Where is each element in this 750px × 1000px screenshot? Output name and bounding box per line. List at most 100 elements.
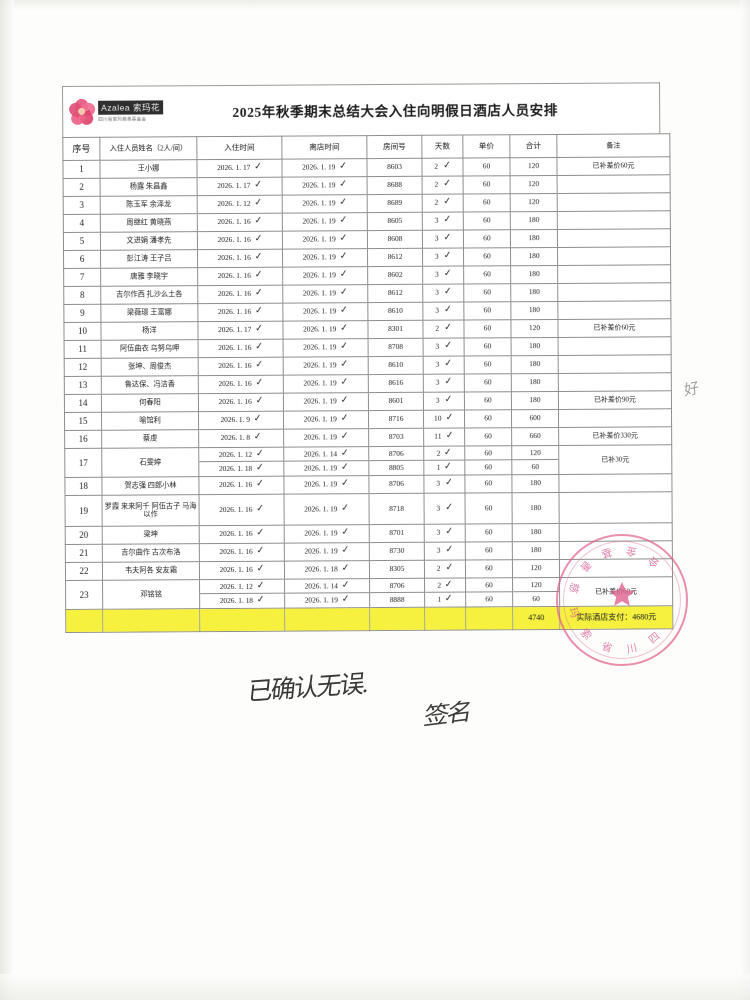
- row-total: 120: [513, 577, 560, 593]
- grand-total-row: 4740 实际酒店支付：4680元: [65, 605, 673, 633]
- row-total: 180: [510, 247, 558, 266]
- row-index: 19: [65, 495, 103, 527]
- checkmark-icon: ✓: [339, 413, 350, 425]
- row-total: 180: [511, 373, 559, 392]
- row-index: 6: [63, 250, 101, 269]
- row-checkout-date-group: 2026. 1. 14 ✓ 2026. 1. 19 ✓: [283, 446, 369, 477]
- row-total: 120: [509, 157, 558, 176]
- row-room-number: 8708: [368, 338, 424, 357]
- document-body: Azalea 索玛花 四川省索玛慈善基金会 2025年秋季期末总结大会入住向明假…: [62, 82, 674, 633]
- row-guest-names: 喻馆利: [101, 411, 199, 431]
- col-header-price: 单价: [462, 134, 510, 159]
- row-days: 11 ✓: [423, 428, 465, 447]
- row-guest-names: 王小娜: [99, 159, 198, 179]
- checkmark-icon: ✓: [252, 413, 263, 425]
- table-row: 23 邓铭铭 2026. 1. 12 ✓ 2026. 1. 18 ✓ 2026. 1. 14…: [65, 576, 673, 610]
- row-remark: [557, 192, 671, 212]
- row-remark: [557, 174, 671, 194]
- checkmark-icon: ✓: [339, 431, 350, 443]
- row-checkin-date: 2026. 1. 16 ✓: [197, 231, 283, 250]
- row-room-number-group: 8706 8805: [368, 446, 424, 476]
- row-index: 5: [63, 232, 101, 251]
- checkmark-icon: ✓: [444, 562, 455, 574]
- row-remark: [558, 372, 672, 392]
- row-days: 3 ✓: [424, 542, 466, 561]
- row-index: 2: [63, 178, 101, 197]
- row-guest-names: 贺志强 四郎小林: [101, 476, 199, 496]
- row-checkout-date: 2026. 1. 19 ✓: [283, 493, 370, 526]
- checkmark-icon: ✓: [340, 545, 351, 557]
- checkmark-icon: ✓: [443, 376, 454, 388]
- row-checkout-date-group: 2026. 1. 14 ✓ 2026. 1. 19 ✓: [284, 578, 370, 609]
- checkmark-icon: ✓: [253, 269, 264, 281]
- row-days: 2 ✓: [421, 158, 464, 177]
- row-room-number: 8706: [368, 475, 424, 494]
- row-remark: [558, 336, 672, 356]
- row-checkin-date: 2026. 1. 9 ✓: [198, 411, 284, 430]
- checkmark-icon: ✓: [253, 233, 264, 245]
- row-room-number: 8616: [368, 374, 424, 393]
- row-days: 3 ✓: [423, 392, 465, 411]
- total-row-spacer: [199, 608, 285, 632]
- checkmark-icon: ✓: [339, 461, 350, 473]
- row-unit-price: 60: [466, 578, 513, 593]
- row-total: 180: [510, 283, 558, 302]
- row-guest-names: 唐雅 李晓宇: [100, 267, 198, 287]
- checkmark-icon: ✓: [339, 323, 350, 335]
- row-unit-price: 60: [463, 265, 511, 285]
- row-remark: [558, 408, 672, 428]
- row-unit-price: 60: [464, 474, 512, 494]
- row-room-number: 8608: [367, 230, 423, 249]
- checkmark-icon: ✓: [338, 179, 349, 191]
- checkmark-icon: ✓: [442, 322, 453, 334]
- row-unit-price: 60: [463, 247, 511, 267]
- row-total: 120: [512, 445, 559, 461]
- row-days: 10 ✓: [423, 410, 465, 429]
- row-checkin-date: 2026. 1. 16 ✓: [197, 285, 283, 304]
- row-total: 180: [511, 474, 559, 493]
- row-checkout-date: 2026. 1. 19 ✓: [283, 428, 369, 448]
- row-days: 1 ✓: [437, 593, 455, 605]
- row-total: 120: [510, 193, 558, 212]
- row-guest-names: 杨洋: [100, 321, 199, 341]
- col-header-room: 房间号: [366, 135, 422, 159]
- row-index: 22: [65, 562, 103, 581]
- row-unit-price: 60: [464, 355, 512, 375]
- row-guest-names: 梁薇璟 王富娜: [100, 303, 198, 323]
- document-header: Azalea 索玛花 四川省索玛慈善基金会 2025年秋季期末总结大会入住向明假…: [62, 82, 661, 137]
- row-checkin-date: 2026. 1. 17 ✓: [197, 177, 283, 196]
- row-unit-price: 60: [463, 193, 511, 213]
- row-total: 180: [511, 355, 559, 374]
- checkmark-icon: ✓: [443, 501, 454, 514]
- checkmark-icon: ✓: [252, 431, 263, 443]
- row-room-number: 8612: [367, 248, 423, 267]
- row-room-number: 8706: [370, 578, 425, 594]
- row-remark: 已补差价90元: [558, 390, 672, 410]
- checkmark-icon: ✓: [338, 215, 349, 227]
- row-checkin-date: 2026. 1. 16 ✓: [199, 561, 285, 580]
- row-days: 3 ✓: [422, 230, 464, 249]
- checkmark-icon: ✓: [255, 478, 266, 490]
- row-unit-price: 60: [465, 541, 513, 561]
- row-days: 2 ✓: [422, 320, 465, 339]
- checkmark-icon: ✓: [442, 232, 453, 244]
- row-unit-price: 60: [463, 319, 512, 339]
- row-total: 660: [511, 427, 559, 446]
- row-index: 7: [63, 268, 101, 287]
- row-room-number: 8888: [389, 594, 405, 605]
- checkmark-icon: ✓: [443, 358, 454, 370]
- row-days: 3 ✓: [424, 524, 466, 543]
- row-checkout-date: 2026. 1. 19 ✓: [282, 284, 368, 304]
- row-remark: 已补差价60元: [557, 318, 672, 338]
- handwritten-approval-note: 已确认无误.: [246, 670, 369, 707]
- row-days: 2 ✓: [424, 446, 465, 461]
- row-index: 10: [63, 322, 102, 341]
- row-remark: 已补差价60元: [559, 576, 673, 607]
- row-total: 180: [511, 492, 560, 524]
- table-row: 17 石雯婷 2026. 1. 12 ✓ 2026. 1. 18 ✓ 2026. 1. 14…: [64, 444, 672, 478]
- scan-edge-top: [0, 0, 750, 10]
- row-remark: [557, 300, 671, 320]
- row-index: 3: [63, 196, 101, 215]
- table-body: 1 王小娜 2026. 1. 17 ✓ 2026. 1. 19 ✓ 8603 2 ✓ 60 120 已…: [62, 156, 673, 633]
- row-index: 18: [64, 477, 103, 496]
